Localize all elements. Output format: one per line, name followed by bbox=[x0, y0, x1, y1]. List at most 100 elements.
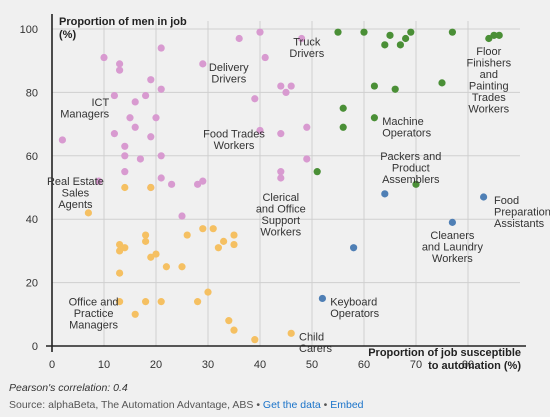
point-annotation: Keyboard Operators bbox=[330, 297, 379, 321]
pink-point bbox=[168, 180, 176, 188]
annotations: Truck Drivers Delivery Drivers Floor Finisher… bbox=[47, 37, 550, 355]
pink-point bbox=[121, 142, 129, 150]
point-annotation: Food Preparation Assistants bbox=[494, 195, 550, 230]
green-point bbox=[334, 28, 342, 36]
y-tick-label: 80 bbox=[26, 87, 38, 99]
orange-point bbox=[199, 225, 207, 233]
get-data-link[interactable]: Get the data bbox=[262, 399, 321, 411]
pink-point bbox=[277, 168, 285, 176]
embed-link[interactable]: Embed bbox=[330, 399, 364, 411]
pink-point bbox=[235, 34, 243, 43]
pink-point bbox=[136, 155, 144, 163]
orange-point bbox=[204, 288, 212, 296]
pink-point bbox=[194, 180, 202, 188]
pink-point bbox=[256, 28, 264, 36]
pink-point bbox=[58, 136, 66, 144]
pink-point bbox=[277, 82, 285, 90]
pink-point bbox=[287, 82, 295, 90]
point-annotation: Food Trades Workers bbox=[203, 129, 265, 153]
point-annotation: Floor Finishers and Painting Trades Workers bbox=[466, 46, 511, 116]
pink-point bbox=[147, 76, 155, 84]
x-tick-label: 70 bbox=[410, 359, 422, 371]
orange-point bbox=[142, 298, 150, 306]
orange-point bbox=[142, 231, 150, 239]
pink-point bbox=[131, 98, 139, 106]
axes: 0 20 40 60 80 100 0 10 20 30 40 50 60 70 80 bbox=[20, 14, 526, 371]
x-tick-label: 30 bbox=[202, 359, 214, 371]
green-point bbox=[412, 180, 420, 188]
orange-point bbox=[194, 298, 202, 306]
orange-point bbox=[230, 231, 238, 239]
x-tick-label: 50 bbox=[306, 359, 318, 371]
chart-footer: Pearson's correlation: 0.4 Source: alpha… bbox=[9, 380, 544, 414]
y-tick-label: 100 bbox=[20, 24, 38, 36]
orange-point bbox=[230, 326, 238, 334]
y-tick-label: 20 bbox=[26, 278, 38, 290]
pink-point bbox=[157, 85, 165, 93]
pink-point bbox=[121, 168, 129, 176]
pink-point bbox=[251, 95, 259, 103]
y-tick-label: 0 bbox=[32, 341, 38, 353]
point-annotation: ICT Managers bbox=[60, 97, 109, 121]
pink-point bbox=[131, 123, 139, 131]
orange-point bbox=[178, 263, 186, 271]
orange-point bbox=[209, 225, 217, 233]
green-point bbox=[339, 123, 347, 131]
pink-point bbox=[157, 152, 165, 160]
x-tick-label: 0 bbox=[49, 359, 55, 371]
correlation-note: Pearson's correlation: 0.4 bbox=[9, 382, 128, 394]
blue-point bbox=[350, 244, 358, 252]
green-point bbox=[339, 104, 347, 112]
pink-point bbox=[110, 130, 118, 138]
orange-point bbox=[251, 336, 259, 344]
x-tick-label: 80 bbox=[462, 359, 474, 371]
pink-point bbox=[277, 174, 285, 182]
pink-point bbox=[282, 88, 290, 96]
pink-point bbox=[178, 212, 186, 220]
orange-point bbox=[152, 250, 160, 258]
x-tick-label: 40 bbox=[254, 359, 266, 371]
pink-point bbox=[303, 123, 311, 131]
orange-point bbox=[116, 269, 124, 277]
pink-point bbox=[199, 60, 207, 68]
pink-point bbox=[110, 91, 118, 100]
orange-point bbox=[116, 247, 124, 255]
orange-point bbox=[116, 240, 124, 249]
green-point bbox=[370, 114, 378, 122]
pink-point bbox=[157, 174, 165, 182]
data-points bbox=[58, 28, 503, 344]
point-annotation: Cleaners and Laundry Workers bbox=[422, 230, 484, 265]
green-point bbox=[370, 82, 378, 90]
x-tick-label: 10 bbox=[98, 359, 110, 371]
source-line: Source: alphaBeta, The Automation Advant… bbox=[9, 397, 544, 414]
x-tick-label: 20 bbox=[150, 359, 162, 371]
green-point bbox=[485, 34, 493, 43]
pink-point bbox=[100, 53, 108, 62]
point-annotation: Child Carers bbox=[299, 331, 333, 355]
pink-point bbox=[142, 91, 150, 100]
orange-point bbox=[121, 244, 129, 252]
point-annotation: Office and Practice Managers bbox=[69, 297, 119, 332]
point-annotation: Truck Drivers bbox=[289, 37, 324, 61]
pink-point bbox=[147, 133, 155, 141]
pink-point bbox=[157, 44, 165, 52]
point-annotation: Delivery Drivers bbox=[209, 62, 249, 86]
pink-point bbox=[256, 126, 264, 135]
axis-titles: Proportion of men in job (%) Proportion of… bbox=[59, 16, 521, 372]
green-point bbox=[386, 31, 394, 39]
point-annotation: Packers and Product Assemblers bbox=[380, 151, 441, 186]
blue-point bbox=[318, 294, 326, 303]
orange-point bbox=[147, 253, 155, 261]
green-point bbox=[402, 34, 410, 43]
blue-point bbox=[480, 193, 488, 201]
pink-point bbox=[121, 152, 129, 160]
orange-point bbox=[84, 209, 92, 217]
orange-point bbox=[142, 237, 150, 245]
x-tick-label: 60 bbox=[358, 359, 370, 371]
pink-point bbox=[95, 177, 103, 185]
green-point bbox=[407, 28, 415, 36]
green-point bbox=[313, 168, 321, 176]
pink-point bbox=[152, 114, 160, 122]
orange-point bbox=[183, 231, 191, 239]
orange-point bbox=[220, 237, 228, 245]
